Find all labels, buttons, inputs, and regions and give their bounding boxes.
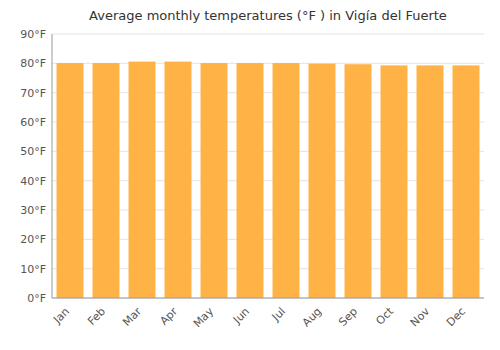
x-tick-label: Dec [444,305,468,329]
bar [165,62,192,298]
y-tick-label: 70°F [20,87,46,100]
x-tick-label: Aug [300,305,324,329]
y-tick-label: 60°F [20,116,46,129]
x-tick-label: Jan [50,305,72,327]
bar [57,63,84,298]
y-axis-line [52,34,53,298]
bar [201,63,228,298]
y-tick-label: 50°F [20,145,46,158]
x-tick-label: Feb [85,305,108,328]
y-tick-label: 30°F [20,204,46,217]
grid-line [52,34,484,35]
x-tick-label: Jun [230,305,252,327]
y-tick-label: 20°F [20,233,46,246]
chart-title: Average monthly temperatures (°F ) in Vi… [89,8,447,23]
y-tick-label: 90°F [20,28,46,41]
y-tick-label: 0°F [27,292,46,305]
bar [345,64,372,298]
y-axis: 0°F 10°F 20°F 30°F 40°F 50°F 60°F 70°F 80°F 90°F [20,28,46,305]
bar [93,63,120,298]
x-axis-line [52,298,484,299]
bar [309,64,336,298]
x-axis: Jan Feb Mar Apr May Jun Jul Aug Sep Oct Nov Dec [50,304,468,330]
x-tick-label: Nov [408,305,433,330]
bar [273,63,300,298]
bar [453,65,480,298]
grid [52,34,484,298]
y-tick-label: 10°F [20,263,46,276]
x-tick-label: Oct [373,304,396,327]
x-tick-label: Apr [157,305,180,328]
x-tick-label: Sep [336,305,360,329]
x-tick-label: May [191,305,217,331]
x-tick-label: Mar [120,305,144,329]
y-tick-label: 80°F [20,57,46,70]
bar [129,62,156,298]
bar [381,65,408,298]
bar [237,63,264,298]
grid-line [52,298,484,299]
bar [417,65,444,298]
y-tick-label: 40°F [20,175,46,188]
x-tick-label: Jul [269,305,288,324]
chart-container: Average monthly temperatures (°F ) in Vi… [0,0,500,350]
bars [57,62,480,298]
chart-svg: Average monthly temperatures (°F ) in Vi… [0,0,500,350]
